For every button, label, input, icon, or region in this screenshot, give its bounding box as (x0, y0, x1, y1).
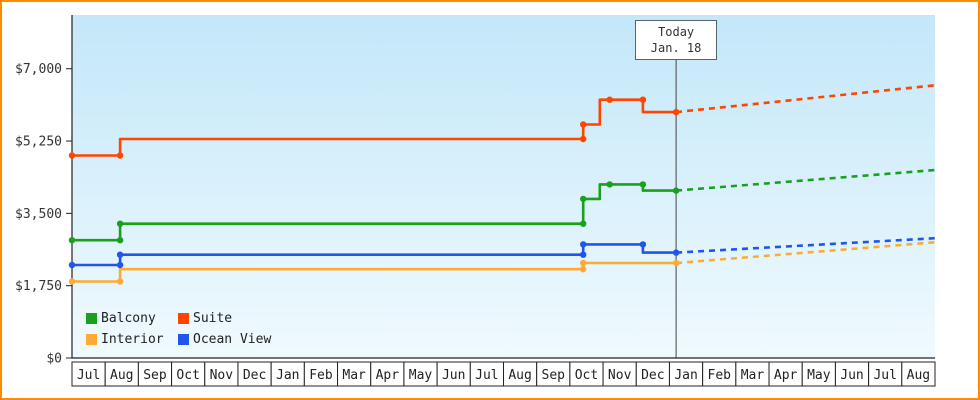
month-label: Aug (508, 368, 531, 383)
series-balcony-data-point (672, 187, 680, 194)
month-cell (104, 361, 139, 387)
series-suite-data-point (580, 135, 587, 143)
series-ocean-view-data-point (116, 261, 124, 269)
series-interior-line (72, 261, 677, 283)
today-date: Jan. 18 (650, 41, 702, 55)
series-balcony-data-point (580, 220, 587, 227)
month-cell (370, 361, 405, 387)
month-cell (801, 361, 836, 387)
legend-label-ocean-view: Ocean View (193, 332, 272, 347)
series-ocean-view-data-point (580, 241, 587, 248)
legend-label-suite: Suite (193, 311, 233, 326)
month-cell (702, 361, 737, 387)
series-suite-data-point (580, 121, 587, 128)
month-label: Aug (110, 368, 133, 383)
month-label: May (409, 368, 433, 383)
month-label: Jul (77, 368, 100, 383)
month-label: Feb (708, 368, 732, 383)
month-cell (602, 361, 637, 387)
y-tick-label: $3,500 (15, 207, 62, 222)
series-suite-data-point (116, 152, 124, 159)
month-cell (237, 361, 272, 387)
month-cell (536, 361, 571, 387)
month-cell (270, 361, 305, 387)
today-label: Today (658, 25, 695, 39)
month-cell (635, 361, 670, 387)
month-cell (901, 361, 936, 387)
legend-label-interior: Interior (101, 332, 164, 347)
month-label: Apr (774, 368, 798, 383)
today-box: Today Jan. 18 (635, 20, 718, 60)
series-suite-data-point (672, 108, 680, 116)
month-label: Feb (309, 368, 333, 383)
series-interior-data-point (580, 266, 587, 273)
legend-item-balcony: Balcony (86, 311, 178, 326)
month-label: Jul (475, 368, 498, 383)
month-label: May (807, 368, 831, 383)
month-label: Jun (840, 368, 863, 383)
series-ocean-view-data-point (672, 249, 680, 256)
month-cell (137, 361, 173, 387)
legend-label-balcony: Balcony (101, 311, 156, 326)
y-tick-label: $1,750 (15, 279, 62, 294)
series-balcony-data-point (639, 181, 647, 188)
series-ocean-view-data-point (68, 261, 76, 269)
month-label: Jun (442, 368, 465, 383)
month-label: Nov (210, 368, 234, 383)
y-tick-label: $7,000 (15, 62, 62, 77)
month-label: Mar (741, 368, 765, 383)
series-balcony-data-point (580, 195, 587, 203)
series-ocean-view-data-point (580, 251, 587, 258)
series-ocean-view-data-point (116, 251, 124, 258)
month-cell (668, 361, 704, 387)
month-label: Sep (143, 368, 167, 383)
month-cell (337, 361, 372, 387)
y-tick-label: $5,250 (15, 135, 62, 150)
month-cell (171, 361, 206, 387)
month-label: Jan (674, 368, 697, 383)
series-suite-data-point (639, 96, 647, 103)
month-label: Oct (575, 368, 598, 383)
month-label: Apr (376, 368, 400, 383)
ocean-view-swatch-icon (178, 334, 189, 345)
plot-area (72, 15, 935, 358)
series-suite-data-point (606, 96, 613, 103)
legend-item-ocean-view: Ocean View (178, 332, 271, 347)
series-interior-data-point (68, 278, 76, 285)
month-cell (503, 361, 538, 387)
series-suite-line (72, 98, 677, 157)
month-label: Dec (243, 368, 266, 383)
series-interior-data-point (672, 259, 680, 267)
series-interior-data-point (116, 278, 124, 285)
series-balcony-data-point (116, 220, 124, 227)
legend-item-interior: Interior (86, 332, 178, 347)
interior-swatch-icon (86, 334, 97, 345)
month-label: Jul (873, 368, 896, 383)
balcony-swatch-icon (86, 313, 97, 324)
month-label: Jan (276, 368, 299, 383)
series-suite-data-point (68, 152, 76, 159)
y-tick-label: $0 (46, 352, 62, 367)
legend: Balcony Suite Interior Ocean View (86, 311, 271, 347)
month-cell (403, 361, 438, 387)
month-label: Aug (907, 368, 930, 383)
series-ocean-view-data-point (639, 241, 647, 248)
month-label: Mar (342, 368, 366, 383)
series-balcony-data-point (68, 237, 76, 244)
month-cell (436, 361, 471, 387)
month-cell (469, 361, 504, 387)
month-label: Oct (176, 368, 199, 383)
month-label: Dec (641, 368, 664, 383)
month-label: Nov (608, 368, 632, 383)
series-balcony-data-point (606, 181, 613, 188)
month-label: Sep (542, 368, 566, 383)
series-interior-data-point (580, 259, 587, 267)
suite-swatch-icon (178, 313, 189, 324)
month-cell (868, 361, 903, 387)
series-balcony-data-point (116, 237, 124, 244)
legend-item-suite: Suite (178, 311, 271, 326)
